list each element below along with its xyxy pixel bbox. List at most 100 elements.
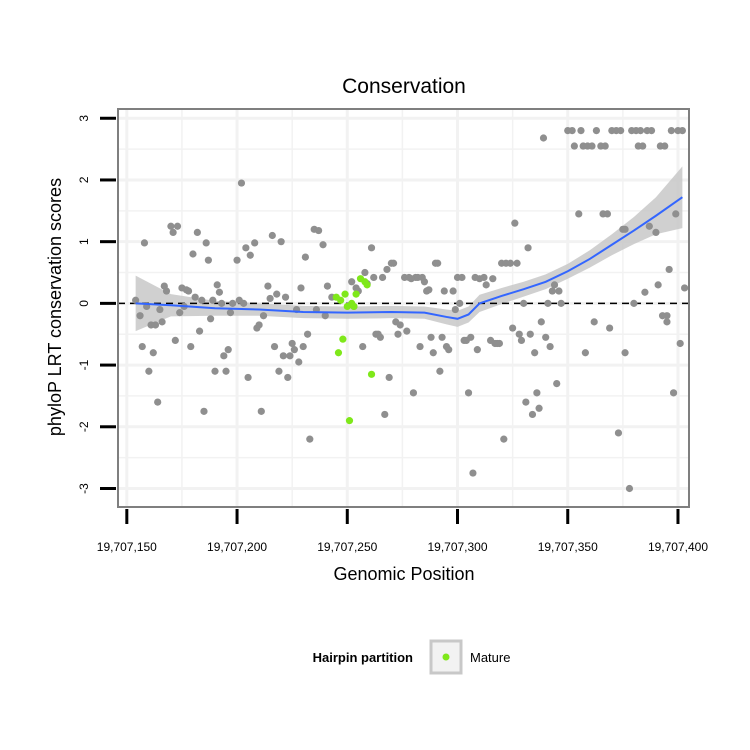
data-point — [436, 367, 444, 375]
data-point — [348, 278, 356, 286]
x-axis: 19,707,150 19,707,200 19,707,250 19,707,300… — [97, 509, 708, 554]
data-point — [286, 352, 294, 360]
data-point — [577, 126, 585, 135]
data-point — [136, 312, 144, 320]
data-point — [515, 330, 523, 338]
data-point — [495, 339, 504, 348]
data-point — [533, 389, 541, 397]
data-point — [663, 312, 671, 320]
data-point — [680, 284, 689, 292]
data-point — [621, 349, 629, 357]
confidence-band-layer — [135, 166, 683, 332]
data-point — [169, 228, 177, 237]
data-point — [537, 318, 545, 326]
x-tick-label: 19,707,200 — [207, 540, 267, 554]
data-point — [319, 241, 327, 249]
data-point — [575, 210, 583, 218]
data-point — [288, 339, 296, 348]
data-point — [542, 333, 550, 341]
smooth-line — [135, 196, 683, 320]
data-point — [204, 256, 212, 264]
data-point — [661, 142, 669, 150]
data-point — [171, 336, 179, 344]
data-point — [385, 373, 393, 382]
data-point — [281, 293, 290, 301]
data-point — [213, 281, 221, 289]
data-point — [636, 126, 645, 135]
data-point — [553, 379, 561, 388]
data-point — [367, 244, 376, 252]
mature-point — [350, 302, 358, 311]
data-point — [654, 281, 662, 289]
data-point — [237, 179, 246, 187]
y-tick-label: -3 — [77, 483, 91, 494]
data-point — [211, 367, 219, 375]
y-tick-label: 0 — [77, 300, 91, 307]
data-point — [206, 315, 215, 323]
data-point — [425, 286, 433, 294]
data-point — [378, 273, 387, 282]
data-point — [162, 287, 171, 295]
data-point — [482, 281, 490, 289]
data-point — [548, 287, 556, 295]
legend-key-mature-point — [442, 653, 450, 661]
data-point — [531, 349, 539, 357]
mature-point — [367, 370, 376, 378]
data-point — [427, 333, 435, 341]
smooth-line-layer — [135, 196, 683, 320]
data-point — [568, 126, 576, 135]
data-point — [528, 410, 537, 419]
data-point — [268, 231, 276, 240]
data-point — [275, 367, 283, 375]
data-point — [438, 333, 446, 341]
data-point — [226, 309, 235, 317]
data-point — [440, 287, 448, 295]
data-point — [215, 288, 224, 296]
data-point — [299, 342, 307, 351]
data-point — [396, 321, 404, 329]
data-point — [191, 293, 199, 301]
data-point — [381, 410, 389, 419]
x-tick-label: 19,707,300 — [427, 540, 487, 554]
data-point — [449, 287, 457, 295]
data-point — [189, 250, 197, 258]
y-tick-label: 2 — [77, 176, 91, 183]
data-point — [434, 259, 442, 267]
data-point — [570, 142, 578, 150]
data-point — [303, 330, 312, 338]
chart-title: Conservation — [342, 75, 466, 98]
data-point — [458, 273, 466, 282]
data-point — [409, 389, 418, 397]
data-point — [630, 299, 638, 307]
data-point — [445, 346, 453, 354]
mature-point — [341, 290, 349, 298]
data-point — [625, 484, 634, 493]
data-point — [641, 288, 649, 296]
mature-point — [334, 349, 343, 357]
data-point — [420, 278, 429, 286]
data-point — [592, 126, 601, 135]
data-point — [550, 281, 559, 289]
data-point — [132, 296, 140, 304]
data-point — [198, 296, 206, 304]
x-axis-title: Genomic Position — [333, 564, 474, 584]
data-point — [429, 349, 437, 357]
data-point — [259, 312, 268, 320]
mature-point — [352, 290, 360, 298]
x-tick-label: 19,707,350 — [538, 540, 598, 554]
y-tick-label: 1 — [77, 238, 91, 245]
data-point — [614, 429, 623, 437]
mature-point — [337, 296, 345, 304]
data-point — [669, 389, 678, 397]
x-tick-label: 19,707,150 — [97, 540, 157, 554]
data-point — [590, 318, 598, 326]
x-tick-label: 19,707,400 — [648, 540, 708, 554]
data-point — [193, 228, 201, 237]
data-point — [295, 358, 303, 366]
data-point — [151, 321, 160, 329]
data-point — [242, 244, 250, 252]
data-point — [489, 275, 497, 283]
data-point — [464, 389, 473, 397]
data-point — [284, 373, 292, 382]
